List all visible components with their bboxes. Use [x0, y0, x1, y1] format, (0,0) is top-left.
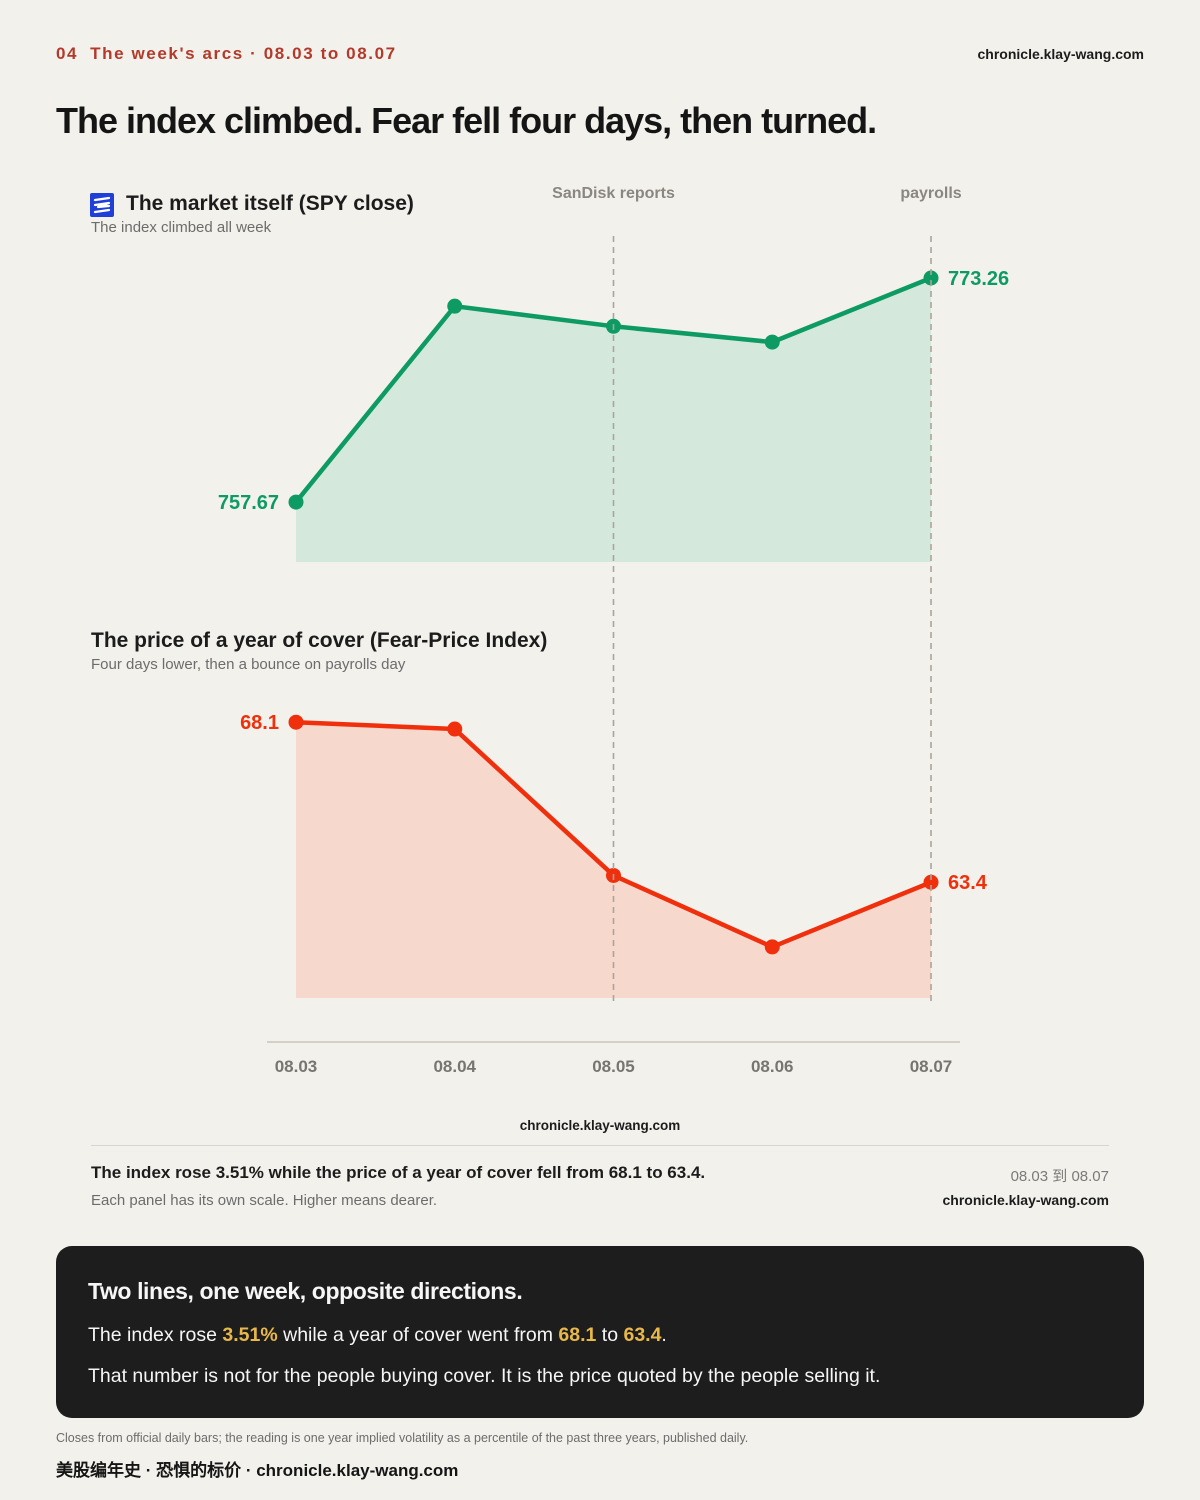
spy-label-first: 757.67	[218, 492, 279, 514]
chart-footer-site: chronicle.klay-wang.com	[520, 1118, 681, 1133]
spy-panel-title: The market itself (SPY close)	[126, 192, 414, 215]
spy-point-08.06	[764, 334, 780, 350]
footer-brand[interactable]: 美股编年史 · 恐惧的标价 · chronicle.klay-wang.com	[56, 1461, 459, 1480]
callout-pct: 3.51%	[222, 1324, 278, 1346]
callout-title: Two lines, one week, opposite directions…	[88, 1278, 523, 1304]
x-tick-08.04: 08.04	[433, 1057, 476, 1076]
takeaway-callout: Two lines, one week, opposite directions…	[56, 1246, 1144, 1418]
x-tick-08.05: 08.05	[592, 1057, 635, 1076]
x-tick-08.06: 08.06	[751, 1057, 794, 1076]
section-number: 04	[56, 44, 79, 63]
dual-panel-chart: 757.67 773.26 68.1 63.4 SanDisk reports payro…	[218, 185, 1009, 1133]
source-note: Closes from official daily bars; the rea…	[56, 1431, 749, 1445]
site-link-top[interactable]: chronicle.klay-wang.com	[977, 46, 1145, 62]
callout-from: 68.1	[558, 1324, 597, 1346]
caption-note: Each panel has its own scale. Higher mea…	[91, 1192, 438, 1209]
callout-to: 63.4	[623, 1324, 662, 1346]
spy-point-08.07	[923, 270, 939, 286]
fear-point-08.06	[764, 939, 780, 955]
section-title: The week's arcs · 08.03 to 08.07	[90, 44, 397, 63]
caption-date-range: 08.03 到 08.07	[1010, 1168, 1109, 1185]
caption-divider	[91, 1145, 1109, 1146]
spy-panel-subtitle: The index climbed all week	[91, 219, 272, 236]
spy-point-08.04	[447, 298, 463, 314]
caption-site-link[interactable]: chronicle.klay-wang.com	[942, 1192, 1110, 1208]
x-tick-08.07: 08.07	[910, 1057, 953, 1076]
fear-label-first: 68.1	[240, 712, 279, 734]
fear-panel-title: The price of a year of cover (Fear-Price…	[91, 629, 548, 652]
annotation-label-08.05: SanDisk reports	[552, 185, 675, 202]
spy-point-08.03	[288, 494, 304, 510]
callout-line-1: The index rose 3.51% while a year of cov…	[88, 1324, 667, 1346]
section-eyebrow: 04 The week's arcs · 08.03 to 08.07	[56, 44, 397, 64]
fear-panel-subtitle: Four days lower, then a bounce on payrol…	[91, 656, 406, 673]
fear-point-08.03	[288, 714, 304, 730]
fear-area	[296, 722, 931, 998]
page-title: The index climbed. Fear fell four days, …	[56, 100, 877, 141]
caption-summary: The index rose 3.51% while the price of …	[91, 1163, 706, 1182]
logo-icon	[90, 193, 114, 217]
fear-label-last: 63.4	[948, 872, 988, 894]
spy-label-last: 773.26	[948, 268, 1009, 290]
callout-line-2: That number is not for the people buying…	[88, 1365, 881, 1387]
annotation-label-08.07: payrolls	[900, 185, 961, 202]
fear-point-08.04	[447, 721, 463, 737]
x-tick-08.03: 08.03	[275, 1057, 318, 1076]
fear-point-08.07	[923, 874, 939, 890]
